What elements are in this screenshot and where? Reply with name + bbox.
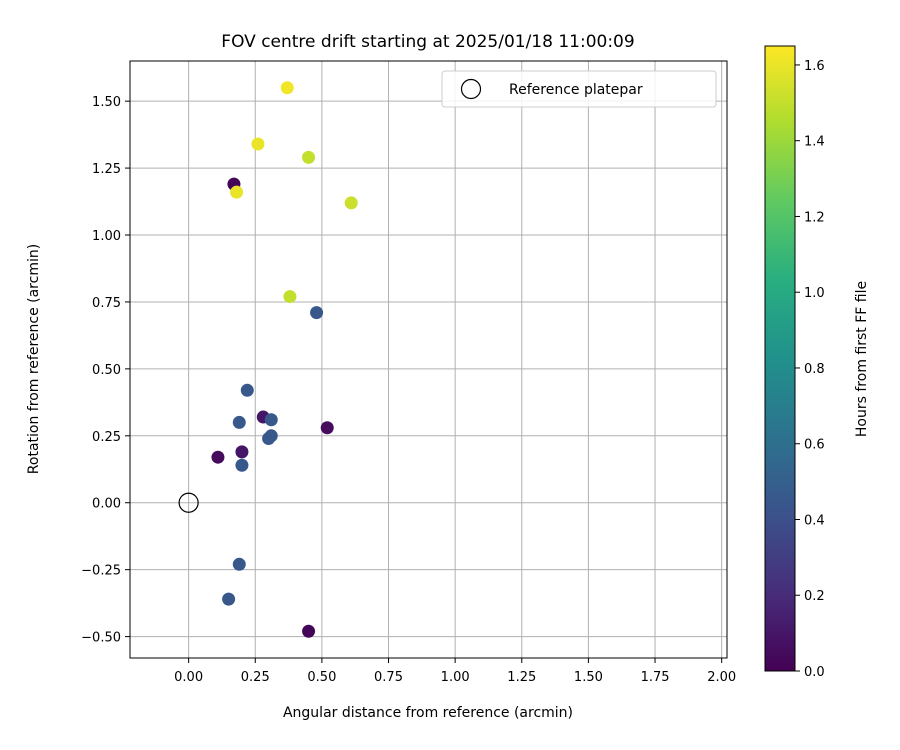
data-point [230,185,244,199]
x-tick-label: 0.25 [241,670,270,685]
data-point [240,383,254,397]
colorbar-tick-label: 1.6 [804,59,825,74]
reference-point-marker [178,492,199,513]
legend-box [441,70,717,108]
x-tick-label: 0.00 [174,670,203,685]
y-tick-label: −0.50 [81,631,121,646]
data-point [251,137,265,151]
grid-lines [130,61,727,658]
data-point [232,557,246,571]
x-tick-label: 1.00 [441,670,470,685]
legend: Reference platepar [441,70,717,108]
colorbar-label: Hours from first FF file [854,281,870,437]
data-point [262,431,276,445]
plot-frame [129,60,728,659]
x-tick-label: 0.75 [374,670,403,685]
y-tick-label: 0.50 [92,363,121,378]
y-tick-label: 1.00 [92,229,121,244]
y-tick-label: 0.25 [92,430,121,445]
colorbar-tick-label: 0.8 [804,362,825,377]
data-point [211,450,225,464]
data-point [344,196,358,210]
data-point [302,150,316,164]
x-axis-ticks: 0.00 0.25 0.50 0.75 1.00 1.25 1.50 1.75 2.00 [174,658,736,685]
data-points [211,81,358,638]
data-point [235,458,249,472]
data-point [283,290,297,304]
colorbar-tick-label: 1.2 [804,210,825,225]
y-axis-label: Rotation from reference (arcmin) [26,244,42,474]
colorbar: 0.0 0.2 0.4 0.6 0.8 1.0 1.2 1.4 1.6 Hours from f… [764,45,870,680]
y-tick-label: 1.50 [92,95,121,110]
data-point [222,592,236,606]
colorbar-tick-label: 0.6 [804,438,825,453]
y-tick-label: 0.00 [92,497,121,512]
x-tick-label: 2.00 [707,670,736,685]
x-tick-label: 1.75 [641,670,670,685]
y-axis-ticks: −0.50 −0.25 0.00 0.25 0.50 0.75 1.00 1.25 1.50 [81,95,130,646]
colorbar-tick-label: 1.4 [804,135,825,150]
data-point [302,624,316,638]
reference-marker [178,492,199,513]
data-point [280,81,294,95]
x-tick-label: 1.50 [574,670,603,685]
legend-marker-icon [460,78,482,100]
colorbar-gradient [764,45,796,672]
x-axis-label: Angular distance from reference (arcmin) [283,705,573,721]
colorbar-ticks: 0.0 0.2 0.4 0.6 0.8 1.0 1.2 1.4 1.6 [795,59,825,680]
data-point [232,415,246,429]
colorbar-tick-label: 0.2 [804,589,825,604]
data-point [235,445,249,459]
data-point [264,413,278,427]
colorbar-tick-label: 0.0 [804,665,825,680]
legend-entry: Reference platepar [509,82,643,98]
x-tick-label: 1.25 [507,670,536,685]
data-point [310,306,324,320]
y-tick-label: −0.25 [81,564,121,579]
x-tick-label: 0.50 [307,670,336,685]
chart-title: FOV centre drift starting at 2025/01/18 … [221,32,634,52]
colorbar-tick-label: 0.4 [804,513,825,528]
y-tick-label: 1.25 [92,162,121,177]
y-tick-label: 0.75 [92,296,121,311]
colorbar-tick-label: 1.0 [804,286,825,301]
data-point [320,421,334,435]
